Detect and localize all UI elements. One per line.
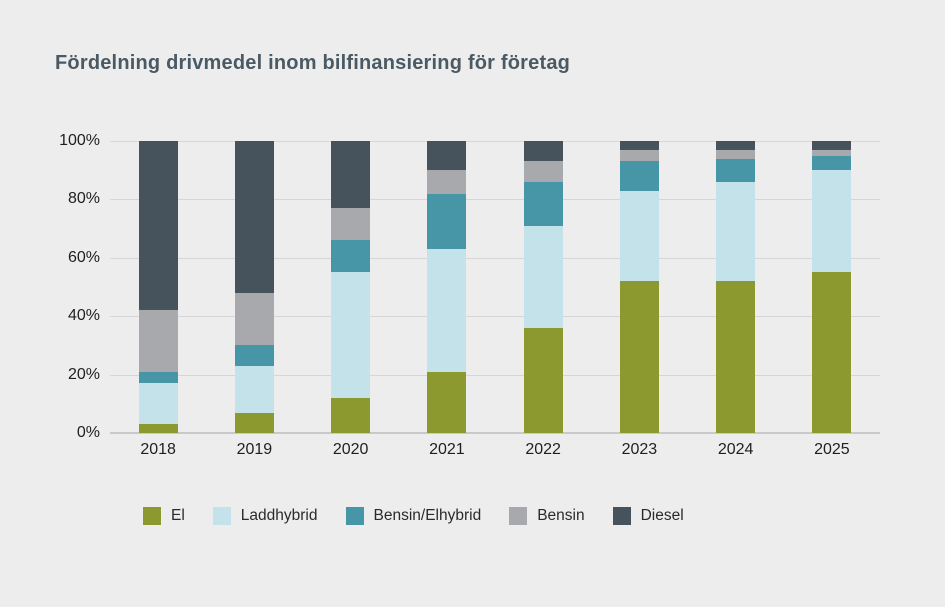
- bars-row: [110, 141, 880, 433]
- bar-segment-laddhybrid-2020: [331, 272, 371, 398]
- gridline-0: [110, 432, 880, 434]
- legend-item-laddhybrid: Laddhybrid: [212, 507, 318, 525]
- legend-item-el: El: [143, 507, 185, 525]
- bar-slot-2021: [399, 141, 495, 433]
- legend-swatch-bensin-elhybrid: [345, 507, 364, 525]
- bar-segment-bensin-2024: [716, 149, 756, 159]
- x-tick-label-2025: 2025: [814, 441, 850, 458]
- legend-item-bensin-elhybrid: Bensin/Elhybrid: [345, 507, 482, 525]
- bar-segment-bensin-elhybrid-2019: [234, 345, 274, 366]
- bar-segment-bensin-elhybrid-2023: [619, 161, 659, 191]
- legend-label-diesel: Diesel: [640, 507, 684, 524]
- bar-segment-bensin-elhybrid-2022: [523, 181, 563, 226]
- bar-slot-2022: [495, 141, 591, 433]
- x-tick-label-2024: 2024: [717, 441, 754, 458]
- bar-segment-bensin-2019: [234, 292, 274, 346]
- bar-segment-diesel-2018: [138, 141, 178, 311]
- bar-segment-el-2023: [619, 281, 659, 433]
- legend-label-bensin: Bensin: [537, 507, 585, 524]
- bar-slot-2024: [688, 141, 784, 433]
- bar-segment-diesel-2021: [427, 141, 467, 171]
- x-tick-label-2021: 2021: [429, 441, 465, 458]
- y-tick-label-0: 0%: [76, 424, 100, 441]
- x-tick-label-2020: 2020: [332, 441, 369, 458]
- gridline-100: [110, 141, 880, 142]
- bar-segment-laddhybrid-2019: [234, 365, 274, 413]
- legend-label-bensin-elhybrid: Bensin/Elhybrid: [373, 507, 482, 524]
- bar-slot-2019: [206, 141, 302, 433]
- legend-label-el: El: [171, 507, 185, 524]
- gridline-80: [110, 199, 880, 201]
- legend-item-diesel: Diesel: [612, 507, 684, 525]
- bar-segment-diesel-2022: [523, 141, 563, 162]
- bar-segment-el-2019: [234, 412, 274, 433]
- bar-segment-bensin-2022: [523, 161, 563, 182]
- bar-slot-2023: [591, 141, 687, 433]
- bar-segment-bensin-2021: [427, 170, 467, 194]
- bar-2019: [234, 141, 274, 433]
- gridline-20: [110, 374, 880, 376]
- bar-segment-laddhybrid-2024: [716, 181, 756, 282]
- y-tick-label-80: 80%: [67, 190, 100, 208]
- legend-item-bensin: Bensin: [509, 507, 585, 525]
- gridline-60: [110, 257, 880, 259]
- bar-segment-bensin-2023: [619, 149, 659, 162]
- x-tick-label-2019: 2019: [236, 441, 273, 458]
- y-tick-label-100: 100%: [59, 132, 100, 149]
- bar-segment-bensin-elhybrid-2018: [138, 371, 178, 384]
- bar-segment-bensin-elhybrid-2021: [427, 193, 467, 250]
- chart-title: Fördelning drivmedel inom bilfinansierin…: [55, 52, 571, 74]
- legend-swatch-laddhybrid: [212, 507, 231, 525]
- y-tick-label-60: 60%: [67, 248, 100, 266]
- x-tick-label-2018: 2018: [140, 441, 176, 458]
- bar-segment-bensin-elhybrid-2020: [331, 240, 371, 273]
- gridline-40: [110, 316, 880, 318]
- bar-segment-laddhybrid-2018: [138, 383, 178, 425]
- bar-segment-el-2025: [812, 272, 852, 433]
- bar-slot-2020: [303, 141, 399, 433]
- bar-segment-bensin-2018: [138, 310, 178, 372]
- bar-segment-diesel-2023: [619, 141, 659, 150]
- bar-segment-el-2021: [427, 371, 467, 433]
- y-tick-label-40: 40%: [67, 307, 100, 325]
- bar-segment-diesel-2024: [716, 141, 756, 150]
- bar-2022: [523, 141, 563, 433]
- bar-segment-bensin-elhybrid-2024: [716, 158, 756, 182]
- y-tick-label-20: 20%: [67, 365, 100, 383]
- bar-slot-2018: [110, 141, 206, 433]
- bar-2018: [138, 141, 178, 433]
- legend-swatch-el: [143, 507, 161, 525]
- x-tick-label-2023: 2023: [621, 441, 658, 458]
- legend-label-laddhybrid: Laddhybrid: [240, 507, 318, 524]
- x-axis: 2018 2019 2020 2021 2022 2023 2024 2025: [110, 441, 880, 463]
- bar-2024: [716, 141, 756, 433]
- bar-segment-el-2024: [716, 281, 756, 433]
- legend: El Laddhybrid Bensin/Elhybrid Bensin Diesel: [143, 507, 684, 525]
- bar-segment-diesel-2020: [331, 141, 371, 209]
- bar-segment-laddhybrid-2023: [619, 190, 659, 282]
- bar-2023: [619, 141, 659, 433]
- bar-segment-el-2022: [523, 327, 563, 433]
- bar-segment-laddhybrid-2025: [812, 170, 852, 273]
- bar-segment-diesel-2025: [812, 141, 852, 150]
- bar-2021: [427, 141, 467, 433]
- bar-segment-laddhybrid-2021: [427, 249, 467, 372]
- y-axis: 0% 20% 40% 60% 80% 100%: [0, 132, 100, 441]
- bar-segment-bensin-elhybrid-2025: [812, 155, 852, 171]
- bar-slot-2025: [784, 141, 880, 433]
- bar-segment-el-2020: [331, 397, 371, 433]
- legend-swatch-diesel: [612, 507, 631, 525]
- bar-2020: [331, 141, 371, 433]
- legend-swatch-bensin: [509, 507, 528, 525]
- bar-segment-laddhybrid-2022: [523, 225, 563, 328]
- bar-segment-bensin-2025: [812, 149, 852, 156]
- bar-segment-bensin-2020: [331, 208, 371, 241]
- bar-2025: [812, 141, 852, 433]
- bar-segment-el-2018: [138, 424, 178, 433]
- x-tick-label-2022: 2022: [525, 441, 561, 458]
- plot-area: [110, 141, 880, 434]
- bar-segment-diesel-2019: [234, 141, 274, 293]
